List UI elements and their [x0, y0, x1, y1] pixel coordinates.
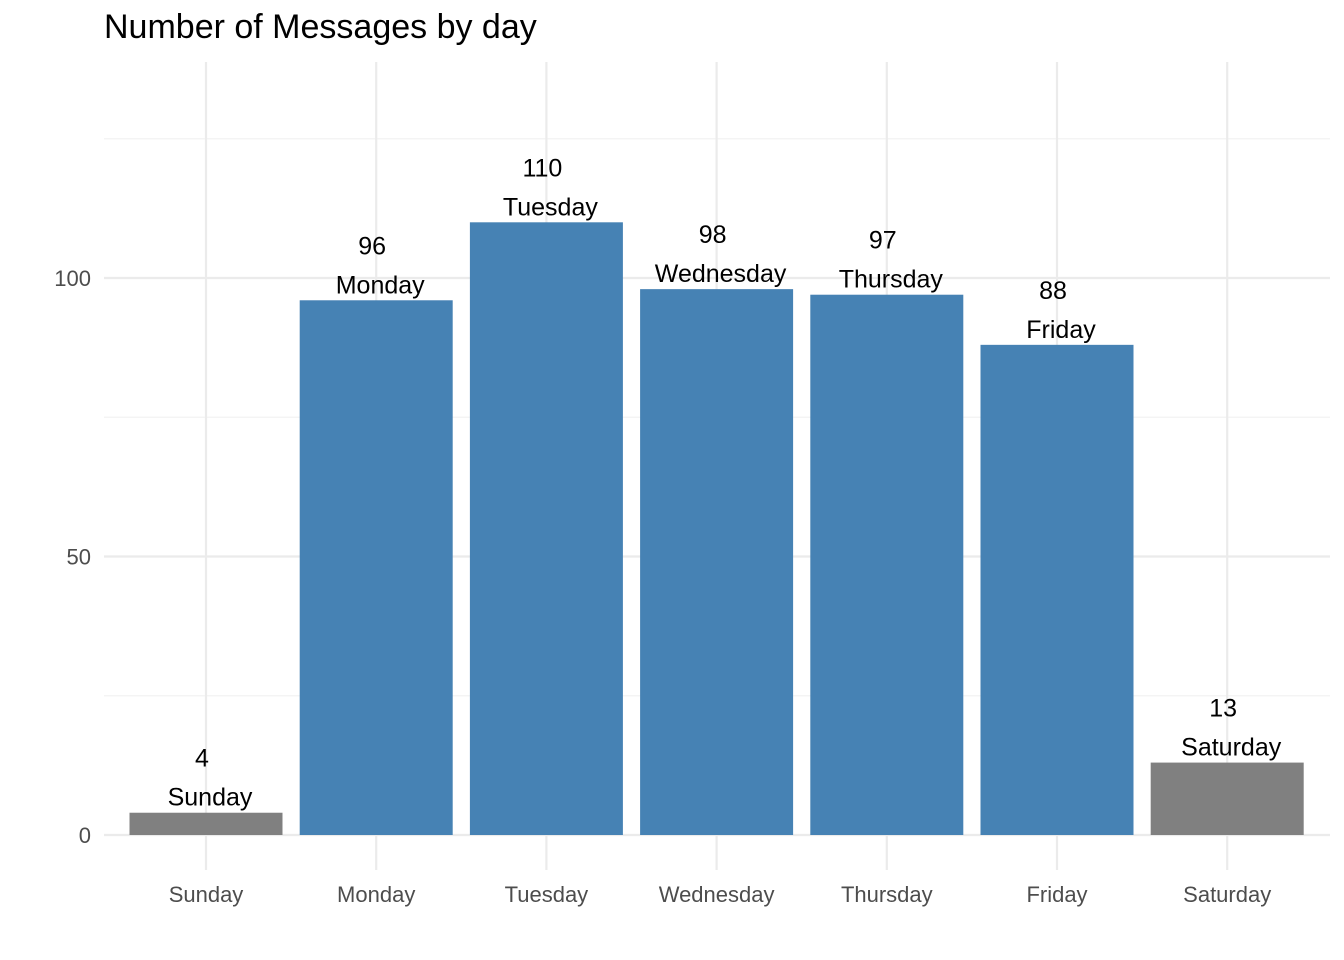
data-label-day: Sunday — [168, 784, 253, 812]
x-tick-label: Sunday — [169, 882, 244, 907]
data-label-day: Tuesday — [503, 193, 598, 221]
data-label-value: 97 — [869, 227, 897, 255]
y-tick-label: 100 — [54, 266, 91, 291]
data-label-value: 88 — [1039, 277, 1067, 305]
data-label-value: 110 — [522, 154, 562, 182]
bar-tuesday — [469, 222, 623, 836]
data-label-value: 13 — [1209, 695, 1237, 723]
x-tick-label: Saturday — [1183, 882, 1271, 907]
y-tick-label: 50 — [67, 545, 91, 570]
bar-saturday — [1150, 762, 1304, 835]
bar-thursday — [810, 294, 964, 836]
bar-monday — [299, 300, 453, 835]
data-label-value: 96 — [358, 232, 386, 260]
data-label-day: Friday — [1026, 316, 1096, 344]
data-label-day: Wednesday — [655, 260, 787, 288]
data-label-value: 98 — [699, 221, 727, 249]
x-tick-label: Monday — [337, 882, 415, 907]
x-tick-label: Tuesday — [505, 882, 589, 907]
data-label-value: 4 — [195, 745, 209, 773]
x-tick-label: Friday — [1026, 882, 1087, 907]
x-tick-label: Wednesday — [659, 882, 775, 907]
data-label-day: Monday — [336, 271, 425, 299]
chart-title: Number of Messages by day — [104, 8, 537, 46]
data-label-day: Saturday — [1181, 734, 1282, 762]
bar-wednesday — [640, 289, 794, 835]
data-label-day: Thursday — [839, 266, 944, 294]
x-tick-label: Thursday — [841, 882, 933, 907]
bar-sunday — [129, 812, 283, 835]
y-tick-label: 0 — [79, 823, 91, 848]
bar-friday — [980, 344, 1134, 835]
